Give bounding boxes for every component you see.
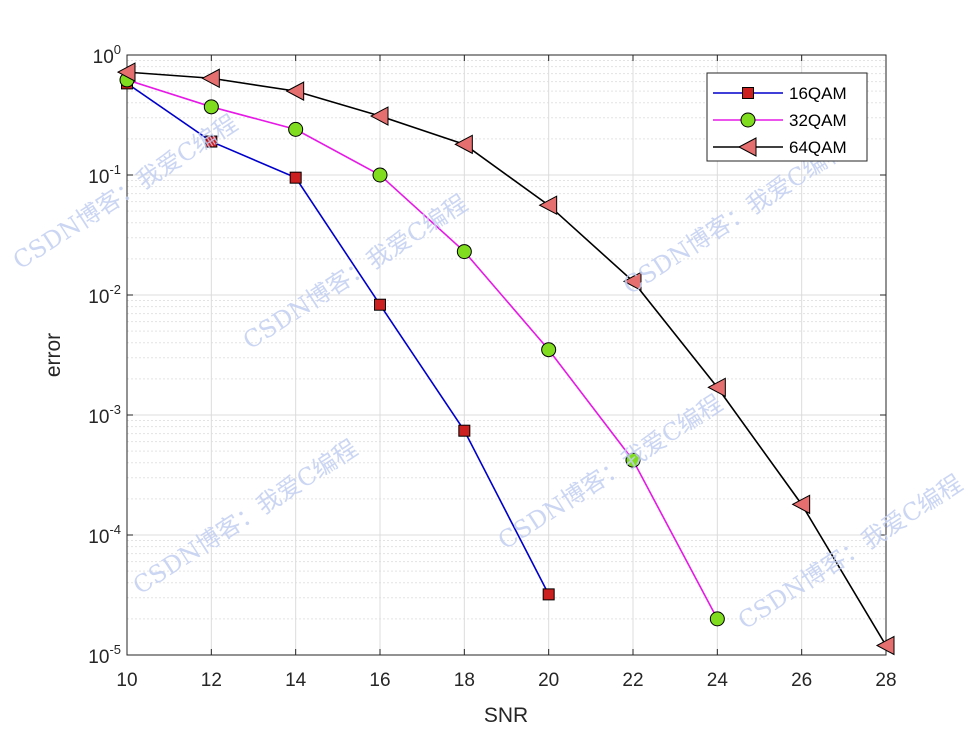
legend-marker — [742, 87, 754, 99]
legend-marker — [740, 112, 756, 128]
series-32qam — [119, 72, 725, 627]
x-tick-label: 28 — [875, 670, 896, 691]
watermark-text: CSDN博客：我爱C编程 — [8, 109, 242, 275]
x-tick-label: 16 — [369, 670, 390, 691]
data-point — [458, 424, 471, 437]
plot-area-border — [126, 54, 887, 656]
data-point — [625, 452, 641, 468]
data-point — [203, 99, 219, 115]
x-tick-label: 10 — [116, 670, 137, 691]
data-point — [288, 121, 304, 137]
legend-entry: 32QAM — [713, 111, 847, 130]
x-tick-label: 18 — [454, 670, 475, 691]
y-axis-label: error — [42, 333, 65, 377]
data-point — [707, 377, 726, 398]
x-axis-label: SNR — [484, 704, 528, 727]
series-line — [126, 71, 887, 646]
x-tick-label: 12 — [201, 670, 222, 691]
series-line — [126, 82, 550, 595]
x-tick-label: 14 — [285, 670, 307, 691]
data-point — [456, 244, 472, 260]
y-tick-label: 10-1 — [88, 162, 121, 188]
legend: 16QAM 32QAM 64QAM — [706, 72, 868, 162]
legend-label: 16QAM — [789, 84, 847, 103]
data-point — [542, 588, 555, 601]
x-tick-label: 20 — [538, 670, 559, 691]
data-point — [289, 171, 302, 184]
legend-entry: 16QAM — [713, 84, 847, 103]
data-point — [372, 167, 388, 183]
y-tick-label: 10-3 — [88, 402, 121, 428]
x-tick-label: 26 — [791, 670, 812, 691]
data-point — [709, 611, 725, 627]
data-point — [622, 271, 642, 292]
y-tick-label: 100 — [93, 42, 121, 68]
x-tick-label: 24 — [707, 670, 729, 691]
data-point — [374, 298, 386, 311]
data-point — [538, 195, 558, 216]
data-point — [369, 106, 389, 126]
x-tick-label: 22 — [622, 670, 643, 691]
data-point — [454, 134, 473, 155]
data-point — [285, 81, 305, 101]
data-point — [541, 342, 557, 358]
series-64qam — [116, 62, 895, 656]
data-point — [201, 68, 220, 89]
y-tick-label: 10-4 — [88, 522, 121, 548]
series-line — [126, 79, 719, 620]
watermark-text: CSDN博客：我爱C编程 — [238, 189, 472, 355]
data-point — [116, 62, 136, 82]
data-point — [875, 635, 895, 656]
watermark-text: CSDN博客：我爱C编程 — [128, 434, 362, 600]
y-tick-label: 10-2 — [88, 282, 121, 308]
watermark-text: CSDN博客：我爱C编程 — [733, 469, 967, 635]
axes: 10 12 14 16 18 20 22 24 26 28 100 10-1 10-2 10-3 10-4 1… — [88, 42, 896, 691]
data-point — [791, 494, 811, 515]
data-point — [205, 135, 218, 148]
series-16qam — [121, 77, 555, 601]
legend-label: 32QAM — [789, 111, 847, 130]
legend-entry: 64QAM — [713, 137, 847, 157]
series-layer — [116, 62, 895, 656]
y-tick-label: 10-5 — [88, 642, 121, 668]
watermark-text: CSDN博客：我爱C编程 — [493, 389, 727, 555]
legend-label: 64QAM — [789, 138, 847, 157]
legend-marker — [737, 137, 757, 157]
